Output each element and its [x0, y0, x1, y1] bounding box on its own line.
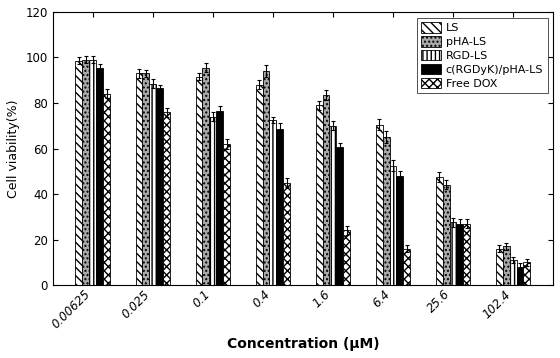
- Bar: [103, 94, 110, 285]
- Bar: [82, 60, 89, 285]
- Bar: [195, 77, 203, 285]
- Bar: [156, 88, 163, 285]
- Bar: [142, 73, 150, 285]
- Bar: [343, 231, 350, 285]
- Bar: [450, 222, 456, 285]
- Bar: [276, 129, 283, 285]
- Bar: [216, 111, 223, 285]
- Bar: [496, 249, 503, 285]
- Bar: [209, 117, 216, 285]
- Bar: [263, 71, 269, 285]
- Bar: [136, 73, 142, 285]
- Bar: [150, 84, 156, 285]
- Bar: [510, 260, 516, 285]
- Bar: [89, 60, 96, 285]
- Bar: [503, 246, 510, 285]
- Bar: [403, 249, 410, 285]
- Bar: [269, 120, 276, 285]
- Bar: [255, 85, 263, 285]
- X-axis label: Concentration (μM): Concentration (μM): [227, 337, 379, 351]
- Y-axis label: Cell viability(%): Cell viability(%): [7, 99, 20, 198]
- Bar: [376, 125, 382, 285]
- Bar: [329, 126, 337, 285]
- Bar: [516, 267, 524, 285]
- Bar: [456, 224, 463, 285]
- Bar: [337, 147, 343, 285]
- Bar: [436, 177, 442, 285]
- Bar: [396, 176, 403, 285]
- Bar: [382, 137, 390, 285]
- Bar: [283, 183, 290, 285]
- Bar: [524, 262, 530, 285]
- Bar: [96, 68, 103, 285]
- Bar: [223, 144, 230, 285]
- Bar: [390, 165, 396, 285]
- Bar: [442, 185, 450, 285]
- Bar: [76, 61, 82, 285]
- Legend: LS, pHA-LS, RGD-LS, c(RGDyK)/pHA-LS, Free DOX: LS, pHA-LS, RGD-LS, c(RGDyK)/pHA-LS, Fre…: [417, 18, 548, 93]
- Bar: [463, 224, 470, 285]
- Bar: [163, 112, 170, 285]
- Bar: [316, 105, 323, 285]
- Bar: [323, 95, 329, 285]
- Bar: [203, 68, 209, 285]
